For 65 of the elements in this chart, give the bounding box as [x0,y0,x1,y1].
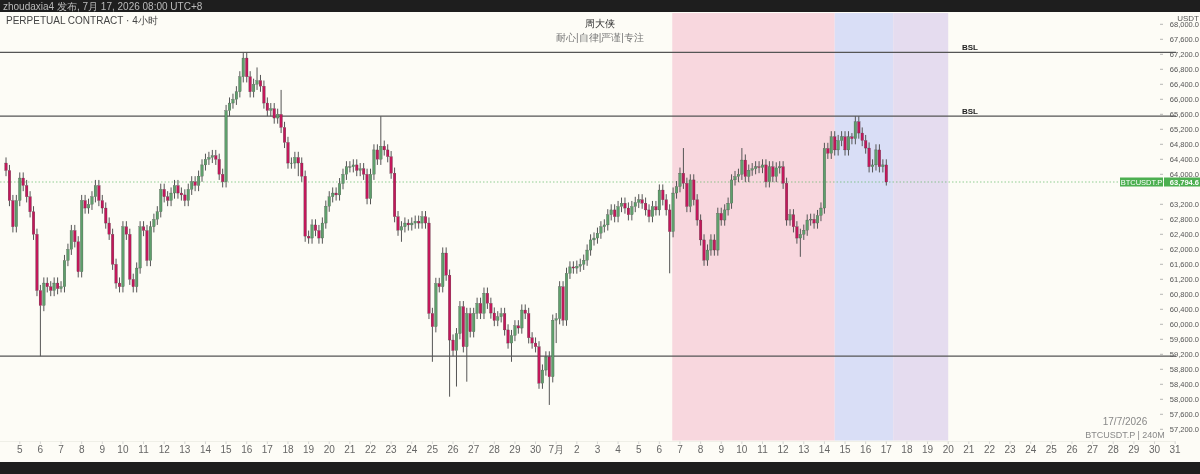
x-tick-label: 21 [963,444,975,455]
x-tick-label: 14 [199,444,212,455]
x-tick-label: 19 [922,444,934,455]
x-tick-label: 23 [385,444,398,455]
x-tick-label: 7月 [548,444,564,455]
x-tick-label: 24 [1025,444,1037,455]
x-tick-label: 4 [615,444,622,455]
x-tick-label: 30 [530,444,542,455]
x-tick-label: 30 [1148,444,1161,455]
x-tick-label: 28 [1107,444,1120,455]
x-tick-label: 22 [364,444,377,455]
x-tick-label: 10 [736,444,748,455]
x-tick-label: 29 [1128,444,1140,455]
x-tick-label: 29 [509,444,521,455]
text: zhoudaxia4 发布, 7月 17, 2026 08:00 UTC+8 [3,1,203,12]
annotation: PERPETUAL CONTRACT · 4小时 [6,15,158,26]
text: 耐心|自律|严谨|专注 [556,32,644,43]
ref-line-label: BSL [962,106,979,116]
x-tick-label: 22 [983,444,996,455]
x-tick-label: 12 [158,444,171,455]
x-tick-label: 2 [574,444,581,455]
x-tick-label: 28 [488,444,501,455]
x-tick-label: 11 [138,444,150,455]
x-tick-label: 18 [282,444,294,455]
x-tick-label: 7 [58,444,65,455]
x-tick-label: 23 [1004,444,1017,455]
x-tick-label: 18 [901,444,913,455]
x-tick-label: 17 [880,444,893,455]
x-tick-label: 10 [117,444,129,455]
x-tick-label: 27 [1087,444,1099,455]
x-tick-label: 31 [1169,444,1182,455]
x-tick-label: 16 [860,444,872,455]
x-tick-label: 11 [757,444,769,455]
x-tick-label: 13 [179,444,191,455]
annotation: BTCUSDT.P | 240M [1085,430,1165,440]
x-tick-label: 12 [777,444,790,455]
x-tick-label: 7 [677,444,684,455]
x-tick-label: 8 [78,444,85,455]
x-tick-label: 9 [99,444,106,455]
x-tick-label: 25 [1045,444,1058,455]
x-tick-label: 20 [942,444,955,455]
x-tick-label: 16 [241,444,253,455]
x-tick-label: 9 [718,444,725,455]
annotation: 17/7/2026 [1102,416,1148,427]
x-tick-label: 3 [594,444,601,455]
x-tick-label: 24 [406,444,418,455]
x-tick-label: 26 [1066,444,1078,455]
x-tick-label: 8 [697,444,704,455]
x-tick-label: 5 [635,444,642,455]
x-tick-label: 26 [447,444,460,455]
x-tick-label: 17 [261,444,274,455]
x-tick-label: 27 [468,444,480,455]
x-tick-label: 19 [303,444,315,455]
x-tick-label: 14 [818,444,831,455]
x-tick-label: 15 [839,444,852,455]
ref-line-label: BSL [962,42,979,52]
x-tick-label: 21 [344,444,356,455]
x-tick-label: 6 [37,444,44,455]
x-tick-label: 25 [426,444,439,455]
x-tick-label: 20 [323,444,336,455]
x-tick-label: 15 [220,444,233,455]
x-tick-label: 13 [798,444,810,455]
x-tick-label: 6 [656,444,663,455]
text: 周大侠 [585,18,615,29]
x-tick-label: 5 [16,444,23,455]
